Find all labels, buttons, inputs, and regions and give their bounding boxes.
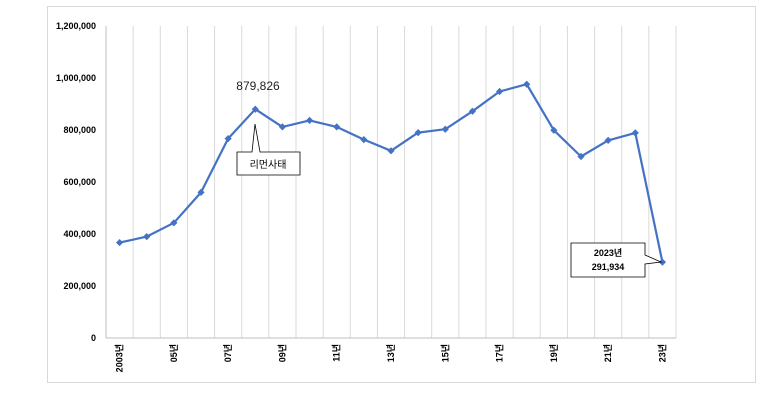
data-point-marker bbox=[333, 123, 341, 131]
y-tick-label: 1,000,000 bbox=[56, 73, 96, 83]
last-year-callout-value: 291,934 bbox=[592, 262, 625, 272]
y-tick-label: 1,200,000 bbox=[56, 21, 96, 31]
last-year-callout-box bbox=[570, 242, 663, 278]
data-point-marker bbox=[631, 129, 639, 137]
y-tick-label: 200,000 bbox=[63, 281, 96, 291]
x-tick-label: 11년 bbox=[331, 344, 342, 362]
data-point-marker bbox=[495, 87, 504, 96]
x-tick-label: 17년 bbox=[494, 344, 505, 362]
data-point-marker bbox=[115, 238, 124, 247]
grid-lines bbox=[132, 26, 677, 338]
data-point-marker bbox=[414, 129, 422, 137]
data-point-marker bbox=[523, 80, 531, 88]
data-point-marker bbox=[468, 107, 477, 115]
data-point-marker bbox=[604, 136, 612, 144]
data-point-marker bbox=[224, 134, 232, 143]
data-point-marker bbox=[170, 219, 178, 227]
data-point-marker bbox=[197, 188, 205, 196]
peak-value-label: 879,826 bbox=[236, 79, 280, 93]
x-tick-label: 07년 bbox=[222, 344, 233, 362]
data-point-marker bbox=[387, 147, 395, 155]
data-point-marker bbox=[360, 136, 368, 144]
data-point-marker bbox=[550, 126, 558, 134]
y-tick-label: 0 bbox=[91, 333, 96, 343]
x-tick-label: 13년 bbox=[385, 344, 396, 362]
last-year-callout-year: 2023년 bbox=[594, 247, 622, 258]
x-axis-ticks: 2003년 05년 07년 09년 11년 13년 15년 17년 19년 21년 23년 bbox=[114, 344, 668, 372]
x-tick-label: 2003년 bbox=[114, 344, 125, 372]
data-point-marker bbox=[251, 105, 259, 113]
x-tick-label: 21년 bbox=[602, 344, 613, 362]
data-point-marker bbox=[305, 116, 314, 124]
y-axis-ticks: 0 200,000 400,000 600,000 800,000 1,000,000 1,… bbox=[56, 21, 96, 343]
data-point-marker bbox=[658, 258, 667, 266]
data-point-marker bbox=[143, 233, 151, 241]
x-tick-label: 23년 bbox=[656, 344, 667, 362]
data-point-marker bbox=[577, 152, 585, 161]
y-tick-label: 800,000 bbox=[63, 125, 96, 135]
chart-border bbox=[47, 6, 756, 383]
data-point-marker bbox=[278, 123, 287, 131]
y-tick-label: 600,000 bbox=[63, 177, 96, 187]
lehman-callout-box bbox=[236, 123, 301, 176]
data-point-marker bbox=[441, 125, 449, 133]
x-tick-label: 09년 bbox=[276, 344, 287, 362]
x-tick-label: 15년 bbox=[439, 344, 450, 362]
x-tick-label: 05년 bbox=[168, 344, 179, 362]
x-tick-label: 19년 bbox=[548, 344, 559, 362]
y-tick-label: 400,000 bbox=[63, 229, 96, 239]
data-points bbox=[115, 80, 667, 266]
axes bbox=[105, 26, 676, 339]
lehman-callout-label: 리먼사태 bbox=[250, 159, 287, 171]
